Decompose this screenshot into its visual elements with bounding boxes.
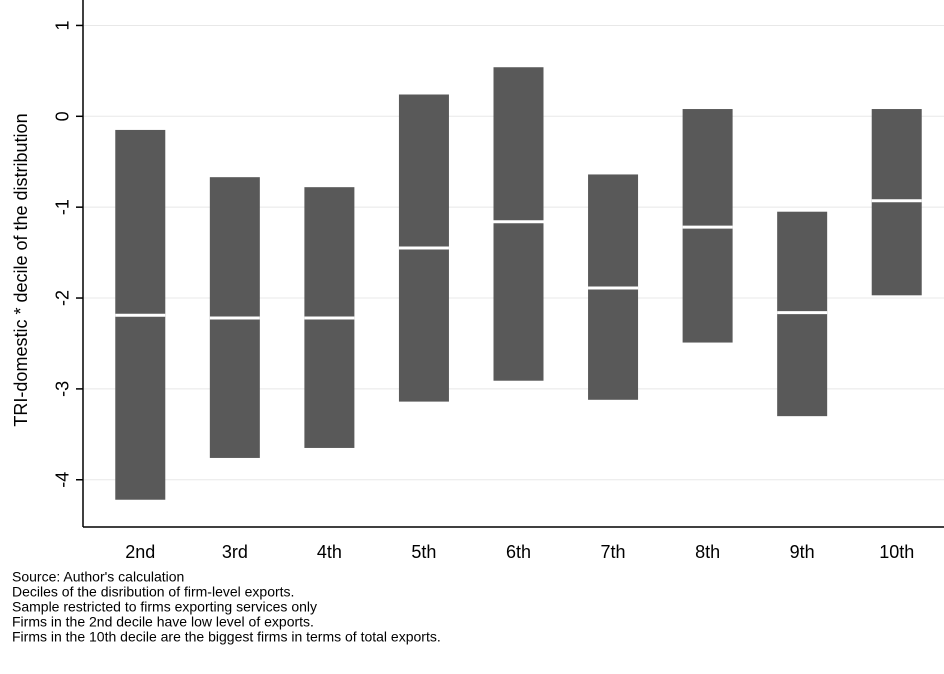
range-bar — [493, 67, 544, 381]
note: Sample restricted to firms exporting ser… — [12, 599, 317, 615]
note: Firms in the 2nd decile have low level o… — [12, 614, 314, 630]
y-tick-label: -3 — [53, 381, 73, 397]
x-tick-label: 8th — [695, 542, 720, 562]
x-tick-label: 10th — [879, 542, 914, 562]
x-tick-label: 3rd — [222, 542, 248, 562]
x-tick-label: 5th — [411, 542, 436, 562]
y-tick-label: 1 — [53, 20, 73, 30]
note: Source: Author's calculation — [12, 569, 184, 585]
x-tick-label: 7th — [601, 542, 626, 562]
y-axis-label: TRI-domestic * decile of the distributio… — [11, 113, 31, 426]
y-tick-label: -1 — [53, 199, 73, 215]
x-tick-label: 2nd — [125, 542, 155, 562]
note: Firms in the 10th decile are the biggest… — [12, 629, 441, 645]
y-tick-label: -2 — [53, 290, 73, 306]
note: Deciles of the disribution of firm-level… — [12, 584, 294, 600]
y-tick-label: -4 — [53, 472, 73, 488]
y-tick-label: 0 — [53, 111, 73, 121]
x-tick-label: 4th — [317, 542, 342, 562]
x-tick-label: 9th — [790, 542, 815, 562]
x-tick-label: 6th — [506, 542, 531, 562]
